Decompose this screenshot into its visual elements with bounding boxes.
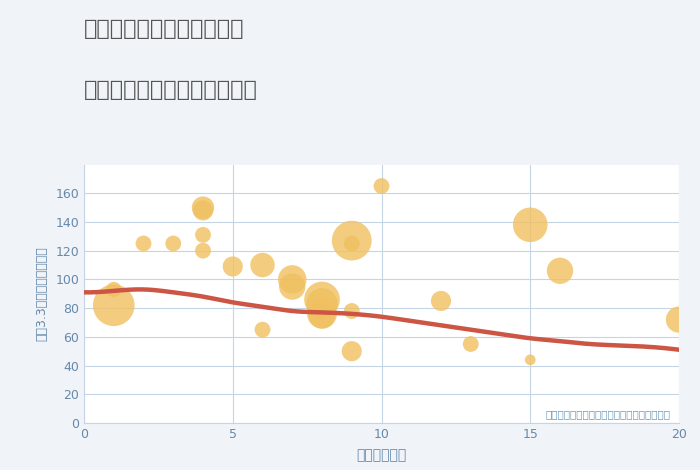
Point <box>108 301 119 309</box>
Point <box>197 247 209 254</box>
Point <box>525 221 536 228</box>
Point <box>346 240 357 247</box>
Point <box>316 312 328 319</box>
Point <box>257 326 268 333</box>
Point <box>346 237 357 244</box>
Point <box>465 340 476 348</box>
Text: 奈良県奈良市都祁友田町の: 奈良県奈良市都祁友田町の <box>84 19 244 39</box>
Point <box>525 356 536 364</box>
Point <box>287 283 298 290</box>
Point <box>108 286 119 293</box>
Point <box>346 307 357 315</box>
Point <box>197 204 209 212</box>
Point <box>197 231 209 239</box>
Point <box>435 297 447 305</box>
Point <box>346 347 357 355</box>
Point <box>257 261 268 269</box>
Point <box>316 310 328 318</box>
Point <box>287 275 298 283</box>
Point <box>376 182 387 190</box>
Point <box>316 300 328 307</box>
Point <box>197 207 209 214</box>
Point <box>554 267 566 274</box>
Text: 駅距離別中古マンション価格: 駅距離別中古マンション価格 <box>84 80 258 100</box>
Point <box>316 296 328 303</box>
Y-axis label: 坪（3.3㎡）単価（万円）: 坪（3.3㎡）単価（万円） <box>35 246 48 341</box>
Point <box>138 240 149 247</box>
Text: 円の大きさは、取引のあった物件面積を示す: 円の大きさは、取引のあった物件面積を示す <box>545 409 670 419</box>
Point <box>168 240 179 247</box>
X-axis label: 駅距離（分）: 駅距離（分） <box>356 448 407 462</box>
Point <box>673 316 685 323</box>
Point <box>227 263 238 270</box>
